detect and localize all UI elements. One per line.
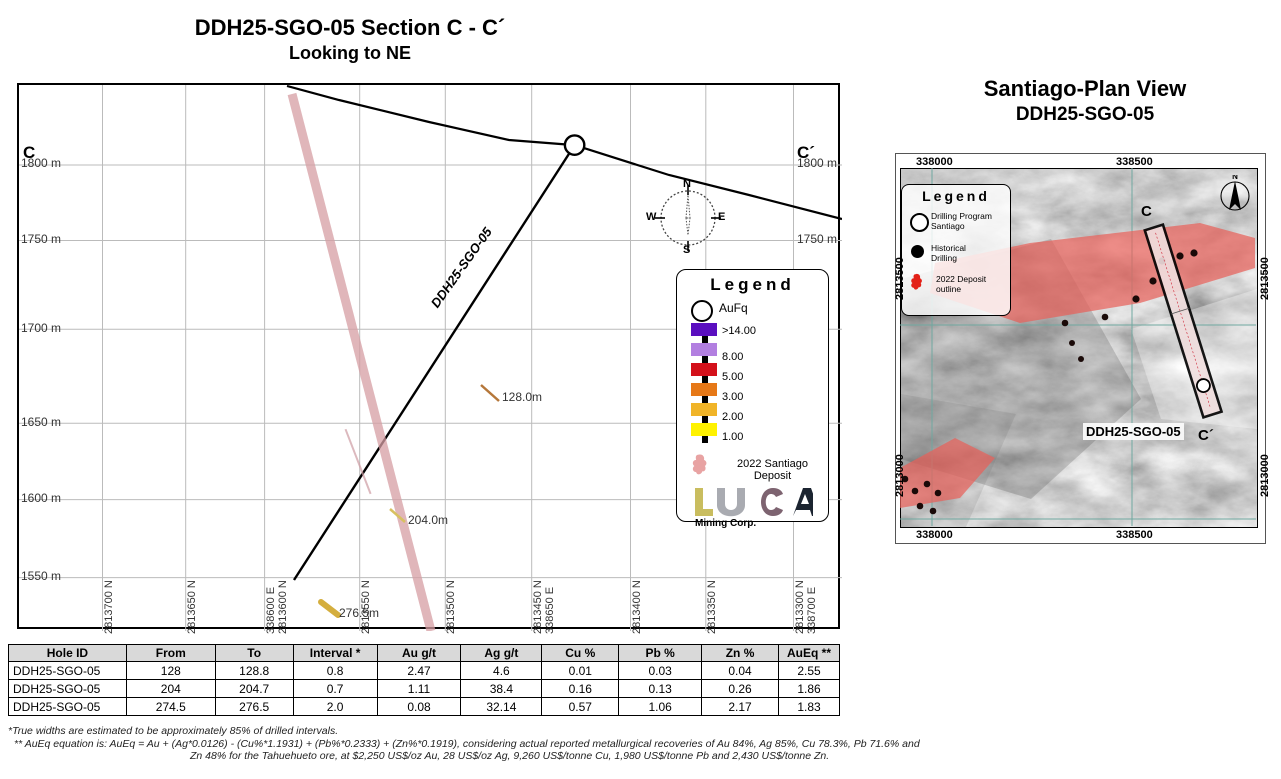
svg-text:N: N (1232, 175, 1238, 181)
